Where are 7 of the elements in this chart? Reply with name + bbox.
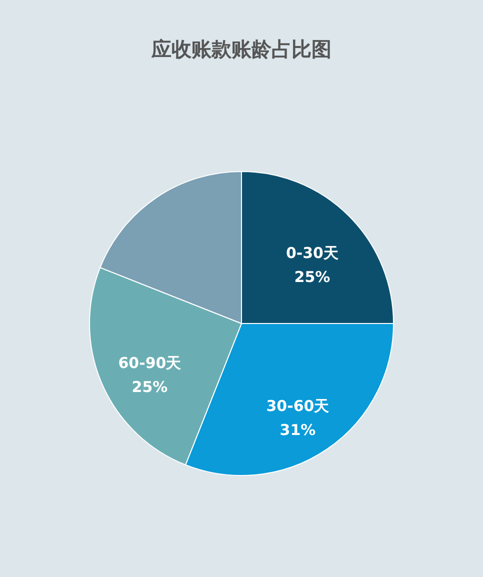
- chart-title: 应收账款账龄占比图: [150, 37, 332, 61]
- slice-label: 0-30天: [286, 244, 340, 262]
- data-label: 25%: [294, 268, 330, 286]
- slice-label: 60-90天: [118, 354, 182, 372]
- data-label: 31%: [280, 421, 316, 440]
- slice-label: 30-60天: [266, 397, 330, 416]
- data-label: 25%: [132, 378, 168, 396]
